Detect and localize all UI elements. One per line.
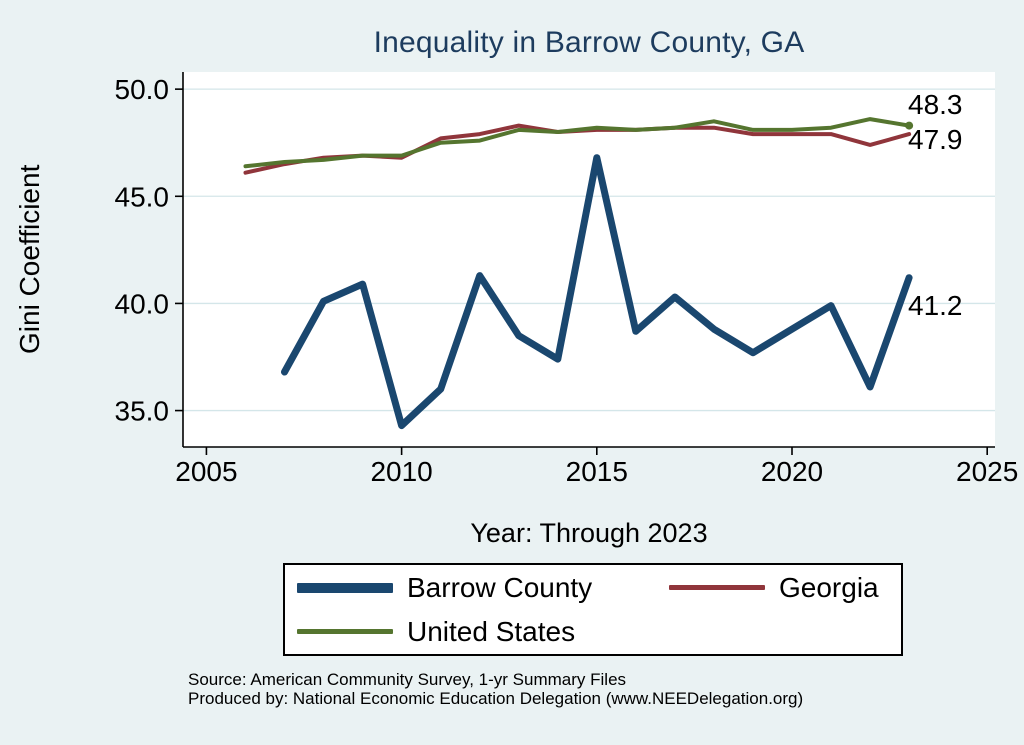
x-axis-label: Year: Through 2023 bbox=[470, 518, 708, 548]
plot-area: 35.0 40.0 45.0 50.0 2005 2010 2015 2020 2025 bbox=[115, 72, 1018, 487]
svg-text:2015: 2015 bbox=[566, 456, 628, 487]
svg-text:2010: 2010 bbox=[370, 456, 432, 487]
svg-text:50.0: 50.0 bbox=[115, 74, 170, 105]
georgia-line-swatch bbox=[669, 585, 765, 590]
svg-text:2020: 2020 bbox=[761, 456, 823, 487]
svg-text:35.0: 35.0 bbox=[115, 396, 170, 427]
legend-label-united-states: United States bbox=[407, 615, 576, 647]
svg-text:40.0: 40.0 bbox=[115, 288, 170, 319]
legend-item-georgia: Georgia bbox=[669, 572, 901, 604]
legend-item-united-states: United States bbox=[297, 616, 669, 648]
united-states-line-swatch bbox=[297, 629, 393, 634]
legend-box: Barrow County Georgia United States bbox=[283, 563, 903, 656]
source-line-1: Source: American Community Survey, 1-yr … bbox=[188, 670, 627, 689]
legend-label-barrow-county: Barrow County bbox=[407, 571, 593, 603]
svg-text:45.0: 45.0 bbox=[115, 181, 170, 212]
chart-title: Inequality in Barrow County, GA bbox=[373, 26, 805, 59]
end-label-georgia: 47.9 bbox=[908, 124, 963, 155]
source-note: Source: American Community Survey, 1-yr … bbox=[188, 670, 803, 708]
source-line-2: Produced by: National Economic Education… bbox=[188, 689, 804, 708]
svg-text:2005: 2005 bbox=[175, 456, 237, 487]
end-label-barrow-county: 41.2 bbox=[908, 290, 963, 321]
legend-item-barrow-county: Barrow County bbox=[297, 572, 669, 604]
svg-text:2025: 2025 bbox=[956, 456, 1018, 487]
end-label-united-states: 48.3 bbox=[908, 89, 963, 120]
barrow-county-line-swatch bbox=[297, 582, 393, 593]
legend-label-georgia: Georgia bbox=[779, 571, 879, 603]
